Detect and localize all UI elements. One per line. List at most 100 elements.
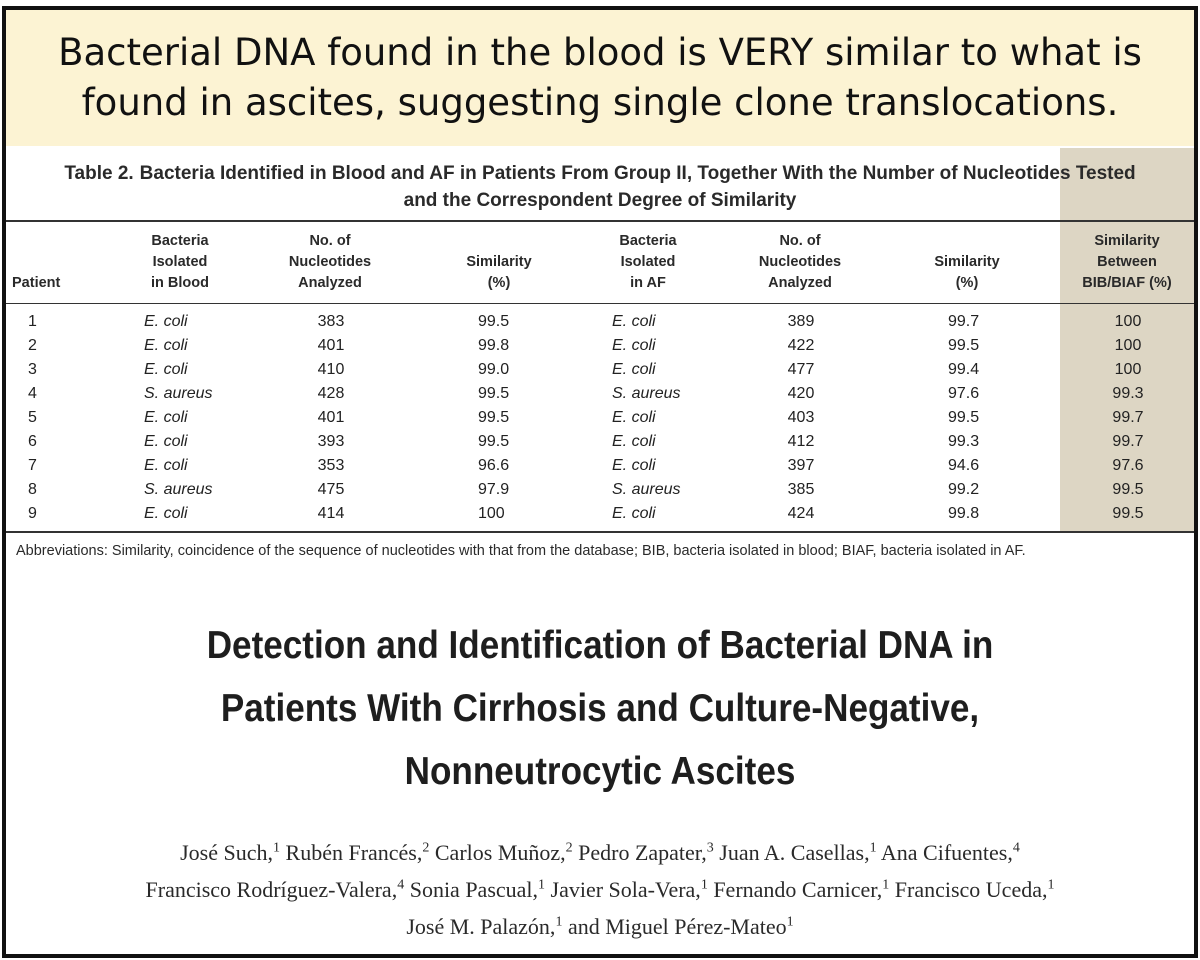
table-caption-line-2: and the Correspondent Degree of Similari… <box>403 190 797 211</box>
cell-similarity-blood: 96.6 <box>478 457 510 474</box>
cell-similarity-blood: 99.8 <box>478 337 510 354</box>
cell-nucleotides-af: 422 <box>787 337 815 354</box>
author: Ana Cifuentes,4 <box>881 840 1020 865</box>
author-affiliation: 4 <box>397 877 405 893</box>
cell-nucleotides-af: 389 <box>787 313 815 330</box>
paper-title-line-2: Patients With Cirrhosis and Culture-Nega… <box>220 687 980 730</box>
cell-similarity-between: 99.5 <box>1112 505 1144 522</box>
header-similarity-af: Similarity (%) <box>934 254 1000 291</box>
cell-bacteria-af: S. aureus <box>612 481 681 498</box>
cell-nucleotides-af: 403 <box>787 409 815 426</box>
cell-bacteria-blood: S. aureus <box>144 385 213 402</box>
author: Carlos Muñoz,2 <box>435 840 573 865</box>
cell-bacteria-blood: E. coli <box>144 361 188 378</box>
header-bacteria-af: Bacteria Isolated in AF <box>619 233 677 291</box>
header-similarity-between: Similarity Between BIB/BIAF (%) <box>1082 233 1172 291</box>
table-top-rule <box>6 220 1194 222</box>
author-affiliation: 1 <box>538 877 546 893</box>
author-name: Francisco Rodríguez-Valera, <box>145 877 398 902</box>
cell-similarity-blood: 99.5 <box>478 313 510 330</box>
author: Francisco Uceda,1 <box>895 877 1055 902</box>
cell-similarity-blood: 99.5 <box>478 433 510 450</box>
author-name: Rubén Francés, <box>285 840 423 865</box>
cell-nucleotides-blood: 401 <box>317 409 345 426</box>
author-affiliation: 3 <box>706 840 714 856</box>
cell-similarity-af: 99.2 <box>948 481 980 498</box>
similarity-column-highlight <box>1060 148 1194 532</box>
cell-bacteria-af: E. coli <box>612 313 656 330</box>
table-row: 4 S. aureus 428 99.5 S. aureus 420 97.6 99.3 <box>6 382 1194 406</box>
author: José Such,1 <box>180 840 280 865</box>
cell-similarity-blood: 100 <box>478 505 505 522</box>
author-name: Javier Sola-Vera, <box>550 877 701 902</box>
cell-bacteria-af: E. coli <box>612 361 656 378</box>
cell-nucleotides-af: 397 <box>787 457 815 474</box>
table-bottom-rule <box>6 531 1194 533</box>
paper-header-panel: Detection and Identification of Bacteria… <box>2 578 1198 958</box>
author-affiliation: 2 <box>565 840 573 856</box>
table-figure-panel: Bacterial DNA found in the blood is VERY… <box>2 6 1198 584</box>
author-name: José Such, <box>180 840 274 865</box>
cell-patient: 8 <box>28 481 37 498</box>
cell-bacteria-af: S. aureus <box>612 385 681 402</box>
cell-patient: 1 <box>28 313 37 330</box>
cell-nucleotides-af: 420 <box>787 385 815 402</box>
cell-nucleotides-af: 412 <box>787 433 815 450</box>
cell-patient: 5 <box>28 409 37 426</box>
header-nucleotides-blood: No. of Nucleotides Analyzed <box>288 233 372 291</box>
author-line-1: José Such,1 Rubén Francés,2 Carlos Muñoz… <box>6 834 1194 871</box>
author-affiliation: 1 <box>273 840 281 856</box>
table-row: 8 S. aureus 475 97.9 S. aureus 385 99.2 99.5 <box>6 478 1194 502</box>
cell-nucleotides-blood: 353 <box>317 457 345 474</box>
cell-bacteria-blood: E. coli <box>144 505 188 522</box>
table-row: 3 E. coli 410 99.0 E. coli 477 99.4 100 <box>6 358 1194 382</box>
cell-patient: 4 <box>28 385 37 402</box>
author-line-3: José M. Palazón,1 and Miguel Pérez-Mateo… <box>6 908 1194 945</box>
cell-bacteria-af: E. coli <box>612 505 656 522</box>
table-caption-line-1: Bacteria Identified in Blood and AF in P… <box>139 163 1136 184</box>
cell-nucleotides-af: 477 <box>787 361 815 378</box>
cell-similarity-between: 99.7 <box>1112 433 1144 450</box>
author: José M. Palazón,1 <box>406 914 562 939</box>
author-affiliation: 1 <box>555 914 563 930</box>
cell-patient: 9 <box>28 505 37 522</box>
cell-bacteria-af: E. coli <box>612 337 656 354</box>
author: Fernando Carnicer,1 <box>713 877 889 902</box>
cell-nucleotides-blood: 393 <box>317 433 345 450</box>
cell-similarity-between: 97.6 <box>1112 457 1144 474</box>
author-affiliation: 1 <box>869 840 877 856</box>
cell-similarity-af: 99.7 <box>948 313 980 330</box>
header-nucleotides-af: No. of Nucleotides Analyzed <box>758 233 842 291</box>
paper-title-line-3: Nonneutrocytic Ascites <box>404 750 796 793</box>
table-footnote: Abbreviations: Similarity, coincidence o… <box>16 543 1026 559</box>
cell-similarity-between: 99.3 <box>1112 385 1144 402</box>
author: Rubén Francés,2 <box>286 840 430 865</box>
cell-similarity-af: 99.8 <box>948 505 980 522</box>
cell-nucleotides-blood: 383 <box>317 313 345 330</box>
cell-similarity-between: 100 <box>1114 337 1142 354</box>
author-line-2: Francisco Rodríguez-Valera,4 Sonia Pascu… <box>6 871 1194 908</box>
author-name: José M. Palazón, <box>406 914 556 939</box>
header-similarity-blood: Similarity (%) <box>466 254 532 291</box>
cell-similarity-af: 94.6 <box>948 457 980 474</box>
author-name: Sonia Pascual, <box>409 877 539 902</box>
headline-text: Bacterial DNA found in the blood is VERY… <box>58 31 1142 124</box>
header-bacteria-blood: Bacteria Isolated in Blood <box>151 233 209 291</box>
cell-similarity-between: 100 <box>1114 313 1142 330</box>
author: Pedro Zapater,3 <box>578 840 714 865</box>
cell-nucleotides-af: 385 <box>787 481 815 498</box>
author-affiliation: 4 <box>1012 840 1020 856</box>
author: Francisco Rodríguez-Valera,4 <box>146 877 405 902</box>
cell-similarity-blood: 99.0 <box>478 361 510 378</box>
cell-bacteria-blood: E. coli <box>144 313 188 330</box>
cell-bacteria-blood: E. coli <box>144 433 188 450</box>
author-affiliation: 1 <box>786 914 794 930</box>
author-name: Francisco Uceda, <box>894 877 1048 902</box>
table-row: 6 E. coli 393 99.5 E. coli 412 99.3 99.7 <box>6 430 1194 454</box>
author-name: Pedro Zapater, <box>578 840 707 865</box>
paper-title-line-1: Detection and Identification of Bacteria… <box>206 624 994 667</box>
table-row: 2 E. coli 401 99.8 E. coli 422 99.5 100 <box>6 334 1194 358</box>
headline-banner: Bacterial DNA found in the blood is VERY… <box>6 10 1194 146</box>
cell-similarity-between: 99.5 <box>1112 481 1144 498</box>
author: Juan A. Casellas,1 <box>719 840 876 865</box>
